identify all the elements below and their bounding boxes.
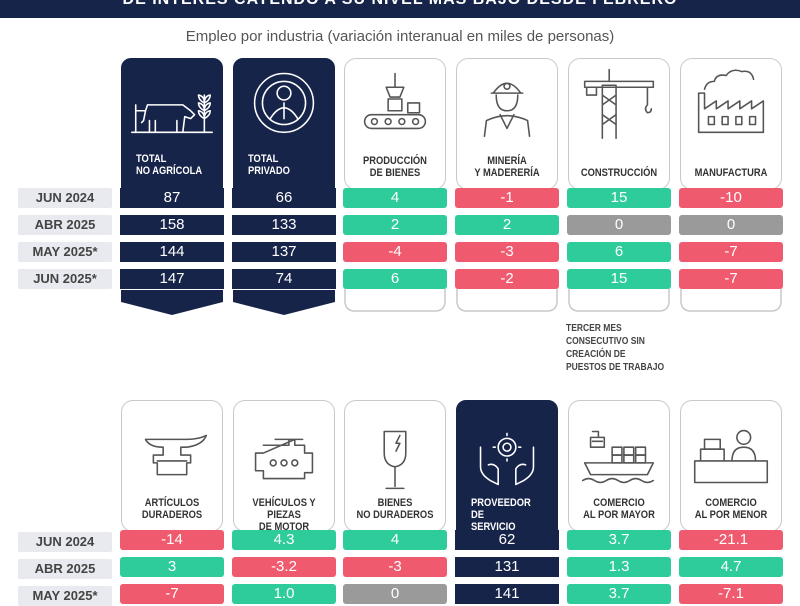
row-label-jun-2024: JUN 2024: [18, 532, 112, 552]
row-label-jun-2025: JUN 2025*: [18, 269, 112, 289]
card-label: TOTAL NO AGRÍCOLA: [136, 153, 203, 177]
value-cell: -7.1: [679, 584, 783, 604]
card-label: COMERCIO AL POR MENOR: [694, 497, 768, 521]
value-cell: 2: [455, 215, 559, 235]
value-cell: -7: [679, 269, 783, 289]
value-cell: 15: [567, 188, 671, 208]
card-comercio-al-por-mayor: COMERCIO AL POR MAYOR: [568, 400, 670, 532]
value-cell: -1: [455, 188, 559, 208]
chart-subtitle: Empleo por industria (variación interanu…: [185, 28, 615, 45]
row-label-abr-2025: ABR 2025: [18, 215, 112, 235]
cow-icon: [131, 94, 213, 134]
card-label: MINERÍA Y MADERERÍA: [474, 155, 540, 179]
card-label: VEHÍCULOS Y PIEZAS DE MOTOR: [252, 497, 316, 533]
card-chevron: [121, 290, 223, 315]
anvil-icon: [144, 434, 208, 476]
card-label: ARTÍCULOS DURADEROS: [141, 497, 203, 521]
ship-icon: [581, 430, 655, 484]
value-cell: 0: [567, 215, 671, 235]
value-cell: 133: [232, 215, 336, 235]
card-comercio-al-por-menor: COMERCIO AL POR MENOR: [680, 400, 782, 532]
value-cell: 66: [232, 188, 336, 208]
value-cell: -2: [455, 269, 559, 289]
card-articulos-duraderos: ARTÍCULOS DURADEROS: [121, 400, 223, 532]
card-footer: [568, 289, 670, 312]
header-banner: DE INTERÉS CAYENDO A SU NIVEL MÁS BAJO D…: [0, 0, 800, 18]
value-cell: 4.7: [679, 557, 783, 577]
crane-icon: [583, 68, 655, 139]
card-construccion: CONSTRUCCIÓN: [568, 58, 670, 190]
value-cell: -3.2: [232, 557, 336, 577]
card-manufactura: MANUFACTURA: [680, 58, 782, 190]
card-label: TOTAL PRIVADO: [248, 153, 290, 177]
conveyor-icon: [363, 72, 427, 130]
value-cell: 1.0: [232, 584, 336, 604]
value-cell: 158: [120, 215, 224, 235]
factory-icon: [697, 69, 765, 134]
hands-gear-icon: [479, 432, 535, 486]
value-cell: -7: [120, 584, 224, 604]
worker-gear-icon: [253, 72, 315, 134]
value-cell: 4: [343, 530, 447, 550]
row-label-may-2025: MAY 2025*: [18, 586, 112, 606]
value-cell: 4.3: [232, 530, 336, 550]
row-label-abr-2025: ABR 2025: [18, 559, 112, 579]
value-cell: 2: [343, 215, 447, 235]
value-cell: 147: [120, 269, 224, 289]
value-cell: 1.3: [567, 557, 671, 577]
value-cell: 87: [120, 188, 224, 208]
value-cell: 137: [232, 242, 336, 262]
value-cell: 62: [455, 530, 559, 550]
card-produccion-de-bienes: PRODUCCIÓN DE BIENES: [344, 58, 446, 190]
value-cell: 0: [343, 584, 447, 604]
engine-icon: [254, 438, 314, 480]
construction-note: TERCER MES CONSECUTIVO SIN CREACIÓN DE P…: [566, 323, 665, 373]
card-footer: [344, 289, 446, 312]
card-footer: [456, 289, 558, 312]
glass-icon: [383, 430, 407, 490]
value-cell: 6: [567, 242, 671, 262]
value-cell: 4: [343, 188, 447, 208]
value-cell: -10: [679, 188, 783, 208]
row-label-jun-2024: JUN 2024: [18, 188, 112, 208]
card-label: COMERCIO AL POR MAYOR: [583, 497, 655, 521]
cashier-icon: [693, 429, 769, 484]
card-mineria-y-madereria: MINERÍA Y MADERERÍA: [456, 58, 558, 190]
value-cell: 141: [455, 584, 559, 604]
value-cell: 15: [567, 269, 671, 289]
value-cell: -3: [343, 557, 447, 577]
value-cell: 3: [120, 557, 224, 577]
card-bienes-no-duraderos: BIENES NO DURADEROS: [344, 400, 446, 532]
value-cell: -21.1: [679, 530, 783, 550]
card-label: BIENES NO DURADEROS: [356, 497, 434, 521]
value-cell: -3: [455, 242, 559, 262]
value-cell: 0: [679, 215, 783, 235]
header-title: DE INTERÉS CAYENDO A SU NIVEL MÁS BAJO D…: [0, 0, 800, 9]
card-label: PRODUCCIÓN DE BIENES: [363, 155, 427, 179]
miner-icon: [483, 82, 531, 138]
card-label: CONSTRUCCIÓN: [580, 167, 658, 179]
card-total-no-agricola: TOTAL NO AGRÍCOLA: [121, 58, 223, 190]
value-cell: -14: [120, 530, 224, 550]
value-cell: 131: [455, 557, 559, 577]
card-label: MANUFACTURA: [694, 167, 768, 179]
card-footer: [680, 289, 782, 312]
row-label-may-2025: MAY 2025*: [18, 242, 112, 262]
card-proveedor-servicio-privado: PROVEEDOR DE SERVICIO PRIVADO: [456, 400, 558, 545]
card-total-privado: TOTAL PRIVADO: [233, 58, 335, 190]
value-cell: 6: [343, 269, 447, 289]
value-cell: 144: [120, 242, 224, 262]
card-vehiculos-y-piezas: VEHÍCULOS Y PIEZAS DE MOTOR: [233, 400, 335, 533]
value-cell: 74: [232, 269, 336, 289]
value-cell: 3.7: [567, 530, 671, 550]
card-chevron: [233, 290, 335, 315]
value-cell: 3.7: [567, 584, 671, 604]
value-cell: -4: [343, 242, 447, 262]
value-cell: -7: [679, 242, 783, 262]
